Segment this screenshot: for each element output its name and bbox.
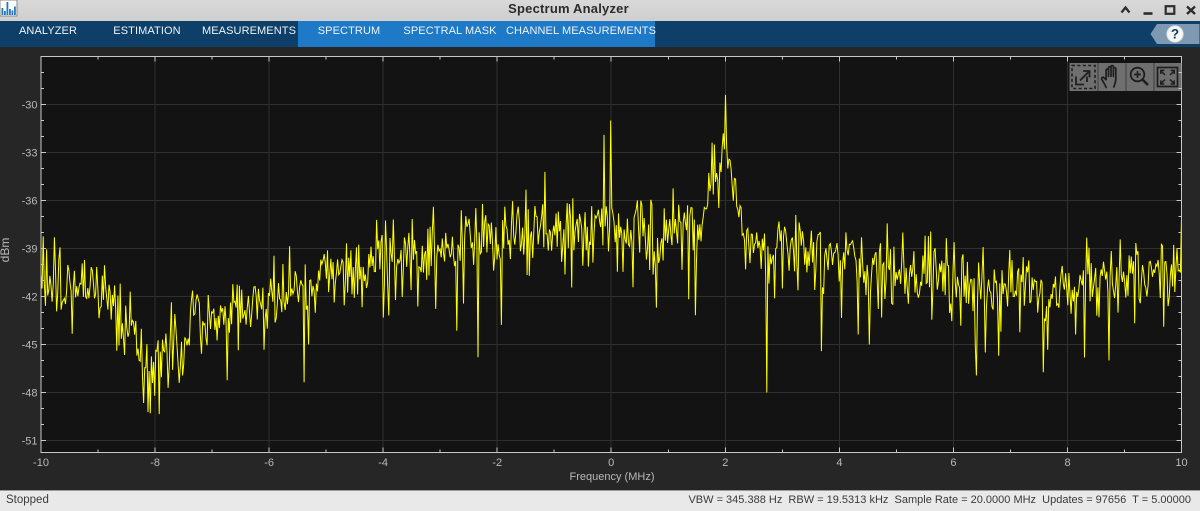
svg-text:8: 8 xyxy=(1064,457,1070,469)
svg-text:2: 2 xyxy=(722,457,728,469)
svg-text:-51: -51 xyxy=(22,436,38,448)
svg-text:-30: -30 xyxy=(22,100,38,112)
svg-text:4: 4 xyxy=(836,457,842,469)
svg-text:-33: -33 xyxy=(22,148,38,160)
svg-text:0: 0 xyxy=(608,457,614,469)
svg-text:Frequency (MHz): Frequency (MHz) xyxy=(570,471,655,483)
svg-text:10: 10 xyxy=(1175,457,1187,469)
svg-text:-4: -4 xyxy=(378,457,388,469)
svg-text:-2: -2 xyxy=(492,457,502,469)
svg-text:6: 6 xyxy=(950,457,956,469)
svg-text:?: ? xyxy=(1171,27,1179,42)
svg-text:-45: -45 xyxy=(22,340,38,352)
svg-text:-39: -39 xyxy=(22,244,38,256)
svg-text:-10: -10 xyxy=(33,457,49,469)
svg-text:-36: -36 xyxy=(22,196,38,208)
svg-text:-6: -6 xyxy=(264,457,274,469)
svg-text:-8: -8 xyxy=(150,457,160,469)
svg-text:-48: -48 xyxy=(22,388,38,400)
svg-text:-42: -42 xyxy=(22,292,38,304)
svg-text:dBm: dBm xyxy=(0,238,12,263)
